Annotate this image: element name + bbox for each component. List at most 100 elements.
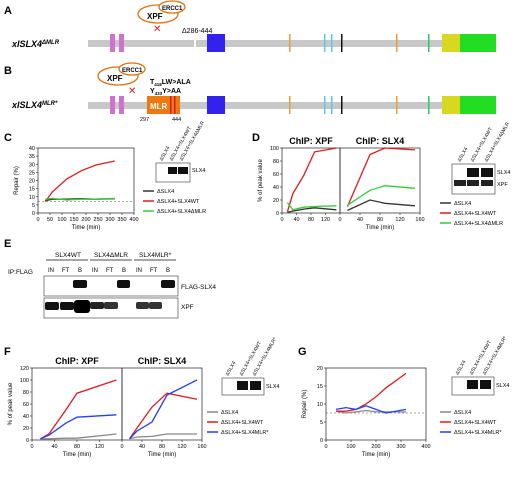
y-tick-label: 0 (276, 211, 279, 217)
x-axis-label: Time (min) (148, 452, 176, 458)
band-label-flag-slx4: FLAG-SLX4 (181, 284, 216, 291)
x-axis-label: Time (min) (63, 452, 91, 458)
y-tick-label: 0 (26, 438, 29, 444)
legend-c-wt: ΔSLX4+SLX4WT (157, 199, 200, 205)
x-tick-label: 100 (346, 444, 355, 450)
domain-bar-b (88, 96, 496, 114)
lane-label: B (166, 268, 170, 274)
y-tick-label: 100 (270, 146, 279, 152)
xpf-ercc1-group-a: XPF ERCC1 ✕ (137, 0, 186, 35)
band-label-xpf: XPF (181, 304, 194, 311)
cross-mark-a: ✕ (153, 24, 161, 35)
panel-letter-d: D (252, 132, 260, 144)
plot-frame (31, 367, 123, 441)
series-line (129, 379, 198, 440)
y-tick-label: 80 (23, 390, 29, 396)
x-tick-label: 200 (81, 217, 90, 223)
x-tick-label: 80 (74, 444, 80, 450)
legend-f-mlr-star: ΔSLX4+SLX4MLR* (221, 430, 269, 436)
x-tick-label: 120 (321, 217, 330, 223)
xpf-label-a: XPF (147, 12, 163, 21)
x-tick-label: 40 (357, 217, 363, 223)
panel-letter-e: E (4, 238, 11, 250)
x-tick-label: 40 (293, 217, 299, 223)
wb-lane-f-1: ΔSLX4 (225, 360, 238, 377)
lane-label: IN (92, 268, 98, 274)
mutation-2: Y433Y>AA (150, 88, 181, 96)
lane-label: B (122, 268, 126, 274)
lane-label: IN (136, 268, 142, 274)
series-line (128, 392, 198, 440)
y-tick-label: 40 (29, 146, 35, 152)
y-tick-label: 5 (32, 203, 35, 209)
y-tick-label: 20 (23, 426, 29, 432)
series-line (346, 147, 416, 207)
ercc1-label-a: ERCC1 (162, 6, 183, 12)
plot-frame (37, 147, 135, 214)
panel-letter-b: B (4, 65, 12, 77)
x-axis-label: Time (min) (366, 225, 394, 231)
x-tick-label: 0 (338, 217, 341, 223)
x-tick-label: 150 (69, 217, 78, 223)
western-blot-g: ΔSLX4 ΔSLX4+SLX4WT ΔSLX4+SLX4MLR* SLX4 (451, 336, 509, 396)
panel-letter-f: F (4, 346, 11, 358)
x-tick-label: 80 (159, 444, 165, 450)
construct-label-b: xlSLX4MLR* (11, 100, 58, 110)
series-line (45, 197, 115, 201)
legend-f-slx4: ΔSLX4 (221, 410, 238, 416)
blot-flag-slx4 (43, 275, 179, 297)
series-line (129, 433, 197, 440)
blot-xpf (43, 297, 179, 319)
x-tick-label: 200 (371, 444, 380, 450)
chart-g: 0 100 200 300 400 0 5 10 15 20 Time (min) Repair (%… (302, 366, 431, 458)
x-tick-label: 0 (280, 217, 283, 223)
y-tick-label: 35 (29, 154, 35, 160)
xpf-ercc1-group-b: XPF ERCC1 ✕ (97, 62, 146, 97)
y-tick-label: 60 (273, 172, 279, 178)
y-tick-label: 10 (29, 195, 35, 201)
wb-slx4-label-d: SLX4 (497, 170, 510, 176)
series-line (44, 160, 115, 202)
x-tick-label: 400 (421, 444, 430, 450)
chart-f-slx4: ChIP: SLX4 0 40 80 120 160 Time (min) (120, 356, 206, 458)
wb-slx4-label-g: SLX4 (496, 383, 509, 389)
series-line (347, 199, 416, 211)
ip-flag-label: IP:FLAG (8, 269, 33, 276)
mlr-domain-label: MLR (150, 102, 168, 111)
legend-g-slx4: ΔSLX4 (454, 410, 471, 416)
chart-title: ChIP: SLX4 (356, 136, 405, 146)
y-tick-label: 40 (23, 414, 29, 420)
x-axis-label: Time (min) (362, 452, 390, 458)
panel-letter-a: A (4, 5, 12, 17)
y-tick-label: 30 (29, 162, 35, 168)
chart-title: ChIP: XPF (289, 136, 333, 146)
series-line (335, 405, 407, 414)
x-tick-label: 120 (177, 444, 186, 450)
legend-g-mlr-star: ΔSLX4+SLX4MLR* (454, 430, 502, 436)
mlr-end-pos: 444 (172, 117, 181, 123)
plot-frame (281, 147, 341, 214)
panel-letter-c: C (4, 132, 12, 144)
legend-g: ΔSLX4 ΔSLX4+SLX4WT ΔSLX4+SLX4MLR* (440, 410, 502, 436)
x-axis-label: Time (min) (72, 225, 100, 231)
x-tick-label: 160 (415, 217, 424, 223)
y-axis-label: % of peak value (258, 158, 264, 201)
group-slx4-mlr-star: SLX4MLR* (139, 252, 172, 259)
y-tick-label: 80 (273, 159, 279, 165)
lane-label: B (78, 268, 82, 274)
legend-d-wt: ΔSLX4+SLX4WT (454, 211, 497, 217)
western-blot-c: ΔSLX4 ΔSLX4+SLX4WT ΔSLX4+SLX4ΔMLR SLX4 (155, 120, 206, 183)
wb-slx4-label-f: SLX4 (266, 384, 279, 390)
chart-title: ChIP: SLX4 (138, 356, 187, 366)
y-axis-label: Repair (%) (302, 390, 308, 419)
western-blot-d: ΔSLX4 ΔSLX4+SLX4WT ΔSLX4+SLX4ΔMLR SLX4 X… (451, 121, 511, 195)
lane-label: FT (62, 268, 70, 274)
x-tick-label: 50 (47, 217, 53, 223)
mlr-start-pos: 297 (140, 117, 149, 123)
series-line (40, 379, 117, 440)
series-line (347, 185, 416, 206)
lane-labels: IN FT B IN FT B IN FT B (48, 268, 170, 274)
x-tick-label: 0 (36, 217, 39, 223)
x-tick-label: 250 (93, 217, 102, 223)
